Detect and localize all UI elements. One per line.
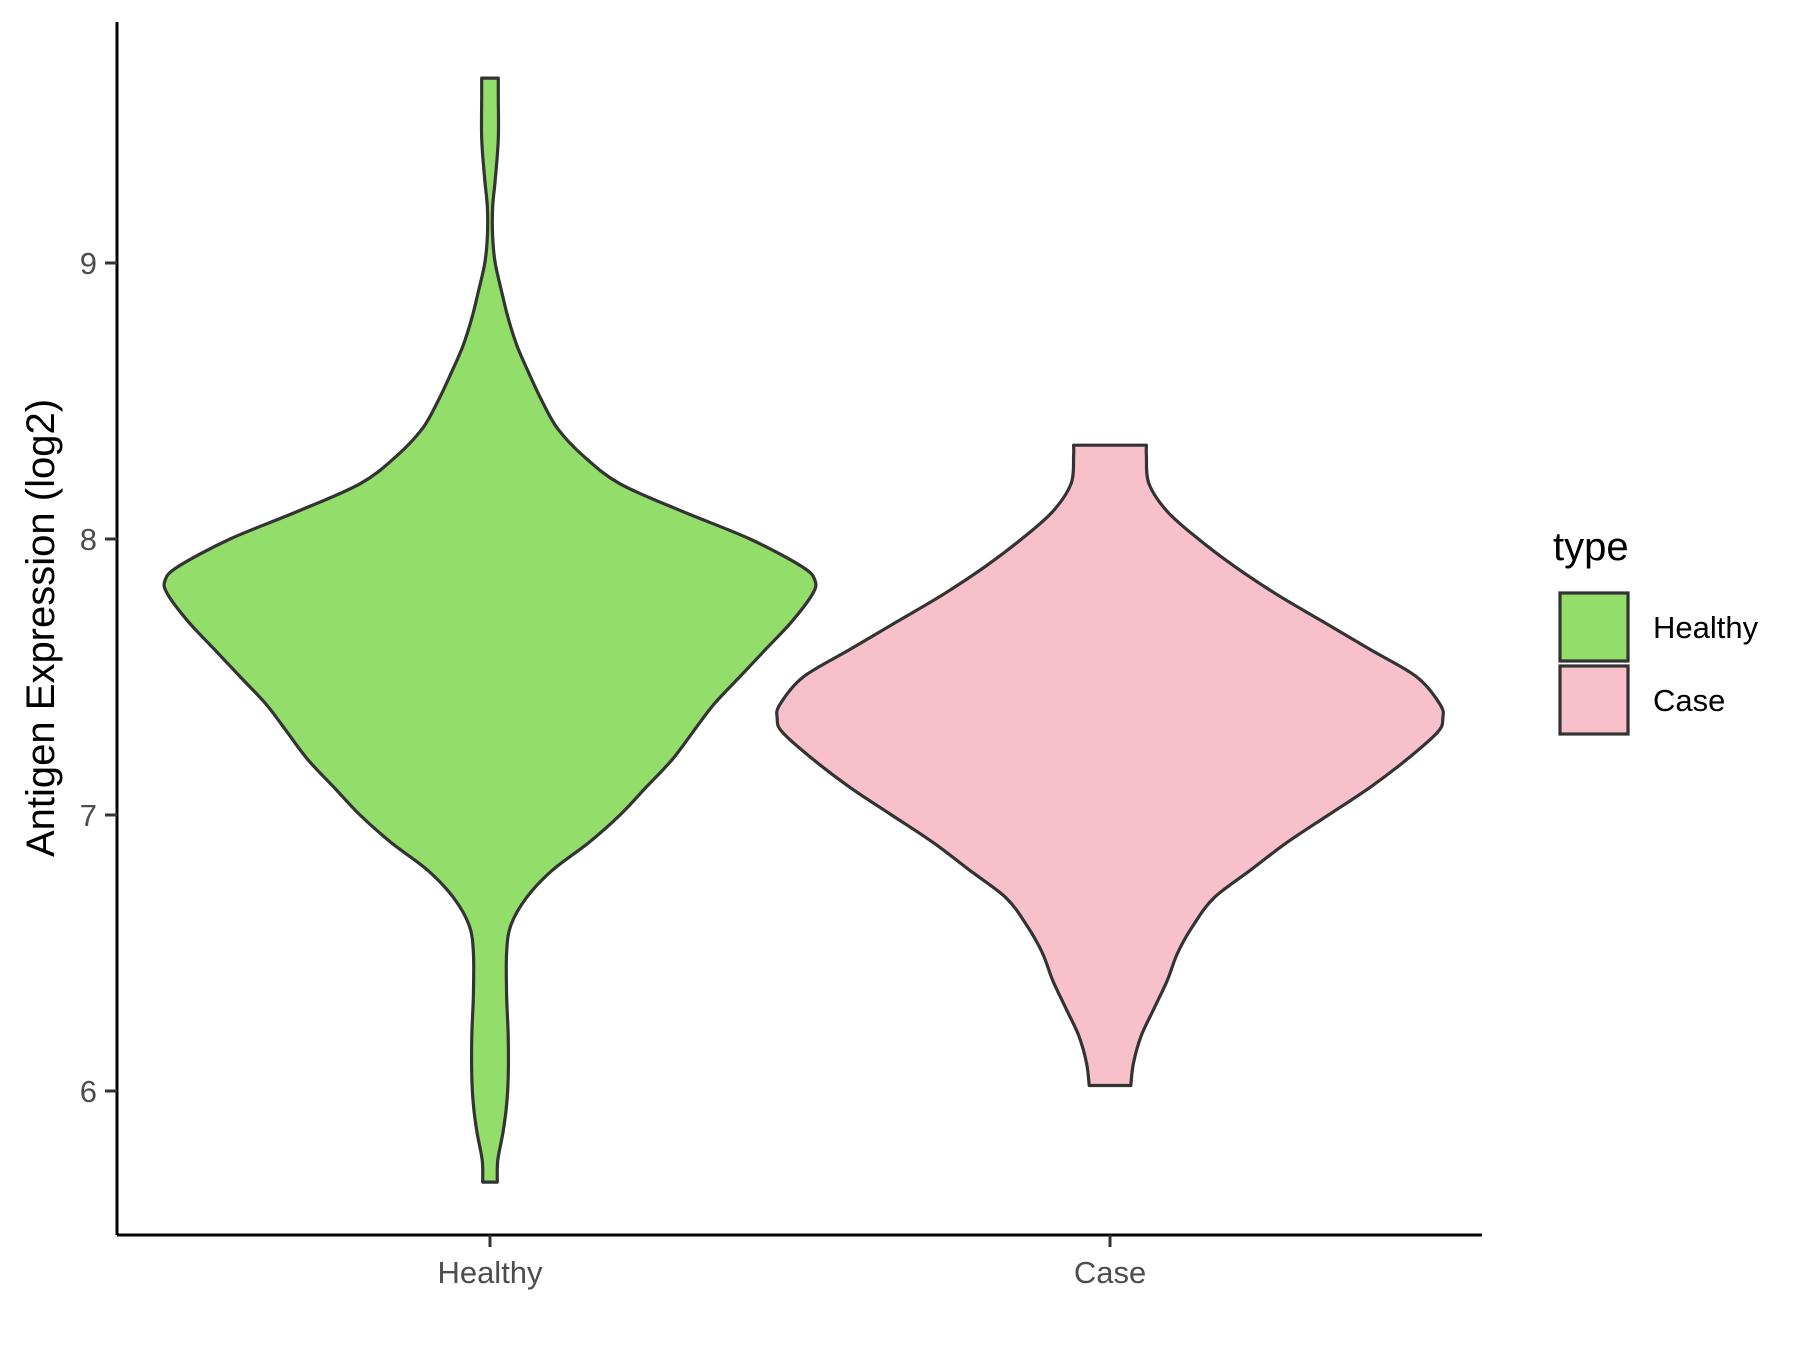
y-tick-label: 7 — [80, 798, 97, 833]
y-tick-label: 6 — [80, 1074, 97, 1109]
legend-title: type — [1553, 525, 1629, 569]
legend: Healthy Case — [1558, 591, 1759, 736]
x-tick-label: Case — [1074, 1255, 1146, 1290]
violin-healthy — [162, 76, 818, 1184]
legend-key-healthy — [1558, 591, 1630, 663]
x-ticks: Healthy Case — [437, 1235, 1146, 1290]
legend-label-healthy: Healthy — [1653, 610, 1759, 645]
legend-key-case — [1558, 664, 1630, 736]
legend-label-case: Case — [1653, 683, 1725, 718]
y-tick-label: 8 — [80, 522, 97, 557]
x-tick-label: Healthy — [437, 1255, 543, 1290]
y-tick-label: 9 — [80, 246, 97, 281]
violin-case — [775, 443, 1445, 1088]
y-ticks: 6 7 8 9 — [80, 246, 117, 1109]
y-axis-title: Antigen Expression (log2) — [19, 399, 63, 857]
violins-layer — [162, 76, 1445, 1184]
